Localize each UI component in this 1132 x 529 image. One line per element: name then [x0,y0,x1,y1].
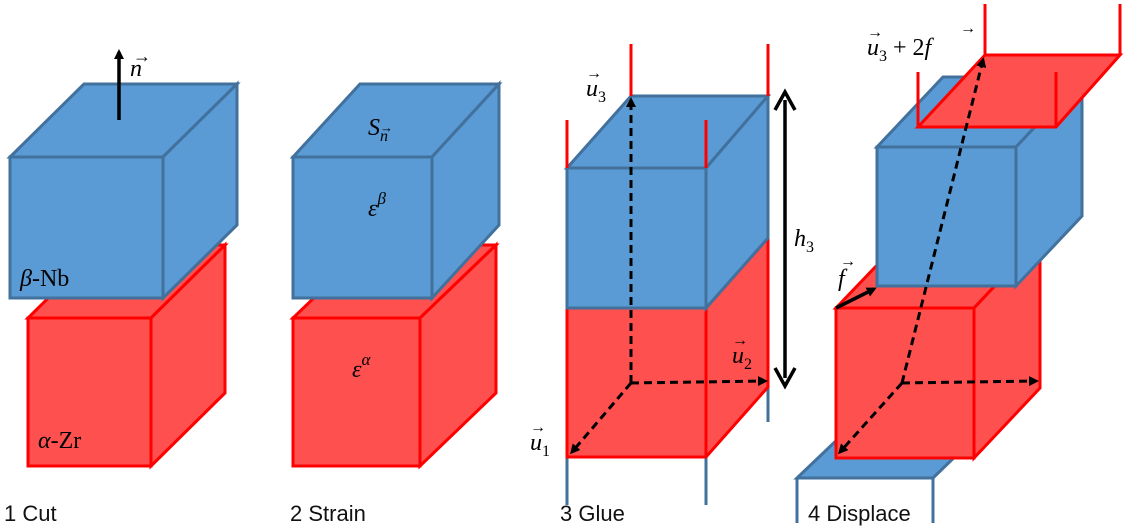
beta-nb-block [6,80,241,302]
beta-strained-block [289,80,503,302]
u1-hat: → [530,419,546,436]
panel-label-cut: 1 Cut [4,501,57,526]
beta-nb-label: β-Nb [19,266,69,292]
h3-label: h3 [794,226,814,256]
blue-front-face [565,166,708,310]
f2-hat: → [960,20,976,37]
panel-label-displace: 4 Displace [808,501,911,526]
eps-alpha-label: εα [352,350,371,383]
blue-front-face [875,145,1018,288]
panel-cut: n → β-Nb α-Zr 1 Cut [4,46,241,526]
u1-vector-arrow [570,382,633,455]
alpha-zr-label: α-Zr [38,428,81,454]
h3-arrow-head-top [773,88,797,111]
normal-vector-hat: → [133,46,151,66]
surface-sub-hat: → [380,120,393,135]
u3-label: u3 [586,76,606,106]
panel-label-strain: 2 Strain [290,501,366,526]
u2-vector-arrow [630,376,768,387]
u2-hat: → [732,332,748,349]
f-vector-arrow [835,287,877,310]
u1-label: u1 [530,430,550,460]
u3-plus-2f-vector [900,57,987,384]
f-hat: → [840,253,856,270]
panel-strain: Sn → εβ εα 2 Strain [289,80,503,526]
h3-arrow-head-bottom [773,367,797,390]
panel-displace: f → u3 + 2f → → 4 Displace [793,4,1124,526]
red-front-face [291,316,422,468]
surface-energy-label: Sn [368,115,388,145]
beta-glued-block [563,91,772,312]
u1-vector-arrow [837,381,904,455]
f-label: f [838,266,848,292]
panel-label-glue: 3 Glue [560,501,625,526]
u3-plus-2f-label: u3 + 2f [867,35,935,65]
eps-beta-label: εβ [368,189,386,222]
u3-hat: → [586,65,602,82]
blue-front-face [8,155,165,300]
u2-vector-arrow [901,376,1039,387]
u2-label: u2 [732,343,752,373]
normal-label: n [130,56,142,82]
red-front-face [26,316,153,468]
panel-glue: u3 → u2 → u1 → h3 3 Glue [530,44,814,526]
u3-hat: → [867,24,883,41]
blue-front-face [291,155,434,300]
